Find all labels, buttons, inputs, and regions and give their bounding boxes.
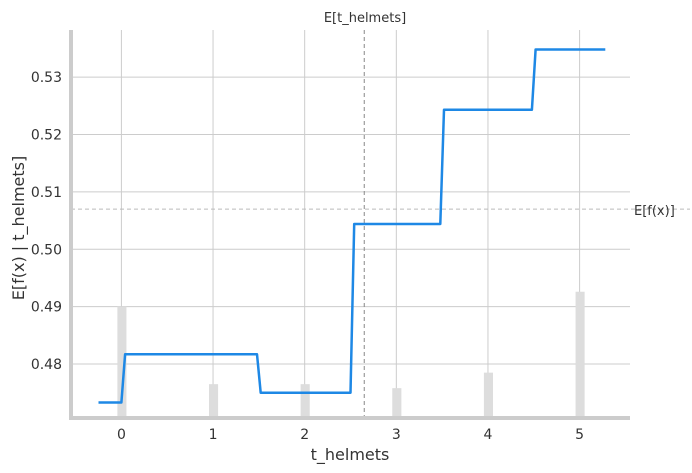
axes-layer xyxy=(69,30,630,420)
series-layer xyxy=(98,48,606,404)
series-line xyxy=(98,48,606,404)
y-tick-label: 0.48 xyxy=(31,357,62,373)
histogram-bar xyxy=(575,291,585,418)
y-tick-label: 0.50 xyxy=(31,242,62,258)
histogram-bar xyxy=(392,388,402,418)
y-tick-label: 0.52 xyxy=(31,127,62,143)
horizontal-reference-label: E[f(x)] xyxy=(634,204,675,219)
histogram-bar xyxy=(209,384,219,418)
grid-layer xyxy=(71,30,630,418)
x-axis-label: t_helmets xyxy=(311,445,390,465)
x-tick-label: 0 xyxy=(117,427,126,443)
x-tick-label: 2 xyxy=(300,427,309,443)
y-axis-label: E[f(x) | t_helmets] xyxy=(9,156,29,300)
vertical-reference-label: E[t_helmets] xyxy=(324,11,406,26)
y-tick-label: 0.53 xyxy=(31,70,62,86)
x-tick-label: 4 xyxy=(483,427,492,443)
histogram-bar xyxy=(483,372,493,418)
text-layer: t_helmets E[f(x) | t_helmets] E[t_helmet… xyxy=(9,11,675,465)
y-tick-label: 0.49 xyxy=(31,300,62,316)
x-tick-label: 5 xyxy=(575,427,584,443)
histogram-bar xyxy=(300,384,310,418)
reference-lines xyxy=(71,30,690,418)
histogram-bar xyxy=(117,306,127,418)
histogram-layer xyxy=(117,291,585,418)
x-tick-label: 1 xyxy=(209,427,218,443)
y-tick-label: 0.51 xyxy=(31,185,62,201)
x-tick-label: 3 xyxy=(392,427,401,443)
